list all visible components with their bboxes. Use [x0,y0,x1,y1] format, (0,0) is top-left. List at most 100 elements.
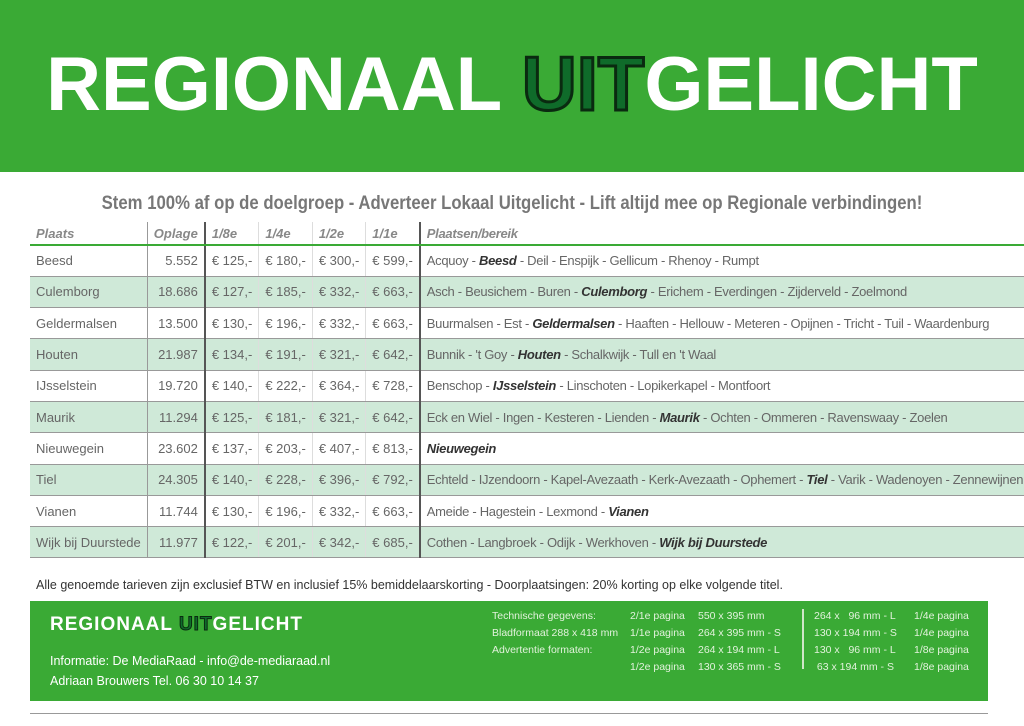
pricing-note: Alle genoemde tarieven zijn exclusief BT… [36,578,783,592]
contact-info: Informatie: De MediaRaad - info@de-media… [50,651,330,691]
cell-plaatsen: Benschop - IJsselstein - Linschoten - Lo… [418,370,1024,402]
cell-p11: € 792,- [365,464,420,496]
cell-p18: € 130,- [203,307,259,340]
cell-p18: € 125,- [203,245,259,277]
plaatsen-pre: Eck en Wiel - Ingen - Kesteren - Lienden… [426,409,660,425]
cell-plaatsen: Bunnik - 't Goy - Houten - Schalkwijk - … [418,338,1024,371]
cell-plaatsen: Nieuwegein [418,432,1024,465]
cell-p11: € 663,- [365,495,420,528]
cell-plaats: Culemborg [30,276,148,309]
footer-title-uit: UIT [178,614,213,636]
cell-p12: € 300,- [311,245,366,277]
cell-plaats: Maurik [30,401,148,434]
cell-p12: € 321,- [311,401,366,434]
cell-plaats: Beesd [30,245,148,277]
cell-p12: € 396,- [311,464,366,496]
table-row: Houten 21.987 € 134,- € 191,- € 321,- € 642,-… [30,338,1024,371]
cell-p11: € 728,- [365,370,420,402]
table-row: Culemborg 18.686 € 127,- € 185,- € 332,- € 66… [30,276,1024,309]
contact-email: Informatie: De MediaRaad - info@de-media… [50,654,331,668]
tech-sizes-2: 264 x 96 mm - L 130 x 194 mm - S 130 x 9… [814,610,897,673]
plaatsen-pre: Acquoy - [426,253,479,269]
plaatsen-pre: Echteld - IJzendoorn - Kapel-Avezaath - … [426,472,807,488]
tech-pages: 2/1e pagina 1/1e pagina 1/2e pagina 1/2e… [630,610,685,673]
cell-p12: € 407,- [311,432,366,465]
plaatsen-post: - Ochten - Ommeren - Ravenswaay - Zoelen [699,409,948,425]
cell-p14: € 196,- [258,307,313,340]
cell-p18: € 130,- [203,495,259,528]
cell-plaatsen: Asch - Beusichem - Buren - Culemborg - E… [418,276,1024,309]
cell-plaatsen: Ameide - Hagestein - Lexmond - Vianen [418,495,1024,528]
tech-pages-2: 1/4e pagina 1/4e pagina 1/8e pagina 1/8e… [914,610,969,673]
plaatsen-bold: Houten [517,347,561,363]
plaatsen-bold: Beesd [479,253,517,269]
cell-p18: € 140,- [203,464,259,496]
cell-plaatsen: Eck en Wiel - Ingen - Kesteren - Lienden… [418,401,1024,434]
cell-plaats: Vianen [30,495,148,528]
cell-p14: € 222,- [258,370,313,402]
cell-p14: € 185,- [258,276,313,309]
cell-plaatsen: Buurmalsen - Est - Geldermalsen - Haafte… [418,307,1024,340]
plaatsen-pre: Buurmalsen - Est - [426,315,533,331]
cell-oplage: 11.744 [146,495,205,528]
cell-p18: € 137,- [203,432,259,465]
column-header: 1/1e [365,222,420,246]
plaatsen-pre: Bunnik - 't Goy - [426,347,518,363]
plaatsen-bold: Maurik [659,409,700,425]
plaatsen-post: - Deil - Enspijk - Gellicum - Rhenoy - R… [516,253,759,269]
cell-plaatsen: Cothen - Langbroek - Odijk - Werkhoven -… [418,526,1024,559]
cell-plaats: Nieuwegein [30,432,148,465]
column-header: 1/8e [203,222,259,246]
plaatsen-bold: IJsselstein [492,378,557,394]
contact-phone: Adriaan Brouwers Tel. 06 30 10 14 37 [50,674,259,688]
title-regionaal: REGIONAAL [46,42,522,127]
cell-p12: € 332,- [311,276,366,309]
cell-p11: € 663,- [365,276,420,309]
cell-oplage: 11.977 [146,526,205,559]
cell-plaats: IJsselstein [30,370,148,402]
header-banner: REGIONAAL UITGELICHT [0,0,1024,172]
footer-title-regionaal: REGIONAAL [50,614,179,635]
table-row: Vianen 11.744 € 130,- € 196,- € 332,- € 663,-… [30,495,1024,528]
cell-p14: € 181,- [258,401,313,434]
plaatsen-bold: Geldermalsen [532,315,615,331]
table-header: Plaats Oplage 1/8e 1/4e 1/2e 1/1e Plaatsen/ber… [30,222,1024,246]
cell-p18: € 125,- [203,401,259,434]
cell-p14: € 180,- [258,245,313,277]
plaatsen-post: - Schalkwijk - Tull en 't Waal [560,347,717,363]
plaatsen-post: - Haaften - Hellouw - Meteren - Opijnen … [614,315,990,331]
page-title: REGIONAAL UITGELICHT [0,40,1024,130]
column-header: Plaatsen/bereik [418,222,1024,246]
plaatsen-pre: Asch - Beusichem - Buren - [426,284,582,300]
cell-p12: € 321,- [311,338,366,371]
cell-p18: € 134,- [203,338,259,371]
cell-p11: € 685,- [365,526,420,559]
cell-oplage: 13.500 [146,307,205,340]
cell-oplage: 23.602 [146,432,205,465]
cell-oplage: 24.305 [146,464,205,496]
plaatsen-bold: Vianen [608,503,649,519]
cell-p11: € 663,- [365,307,420,340]
cell-p14: € 201,- [258,526,313,559]
table-row: Beesd 5.552 € 125,- € 180,- € 300,- € 599,- Ac… [30,245,1024,277]
plaatsen-pre: Benschop - [426,378,493,394]
subtitle: Stem 100% af op de doelgroep - Adverteer… [101,193,923,214]
cell-oplage: 18.686 [146,276,205,309]
cell-plaatsen: Echteld - IJzendoorn - Kapel-Avezaath - … [418,464,1024,496]
cell-oplage: 5.552 [146,245,205,277]
column-header: 1/4e [258,222,313,246]
table-row: Nieuwegein 23.602 € 137,- € 203,- € 407,- € 8… [30,432,1024,465]
footer-logo: REGIONAAL UITGELICHT [50,614,303,636]
cell-p18: € 127,- [203,276,259,309]
plaatsen-bold: Wijk bij Duurstede [659,534,768,550]
cell-oplage: 21.987 [146,338,205,371]
rate-table: Plaats Oplage 1/8e 1/4e 1/2e 1/1e Plaatsen/ber… [30,222,1024,559]
title-uit: UIT [520,41,645,129]
table-row: Wijk bij Duurstede 11.977 € 122,- € 201,- € … [30,526,1024,559]
plaatsen-pre: Ameide - Hagestein - Lexmond - [426,503,609,519]
cell-plaats: Wijk bij Duurstede [30,526,148,559]
table-row: IJsselstein 19.720 € 140,- € 222,- € 364,- € … [30,370,1024,402]
cell-p12: € 332,- [311,495,366,528]
cell-p11: € 813,- [365,432,420,465]
plaatsen-post: - Linschoten - Lopikerkapel - Montfoort [556,378,771,394]
